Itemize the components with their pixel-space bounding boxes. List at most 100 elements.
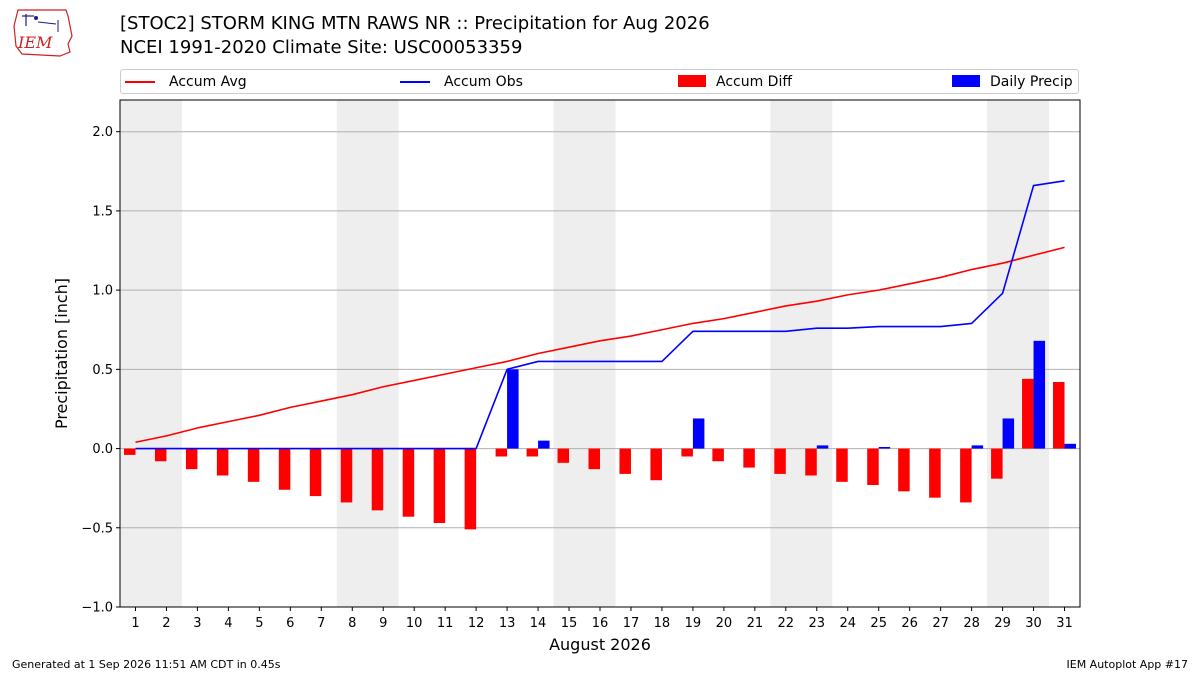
daily-precip-bar-19	[692, 418, 705, 449]
accum-diff-bar-22	[774, 448, 786, 474]
x-tick-label: 26	[901, 616, 918, 631]
weekend-band-2	[336, 100, 399, 607]
y-tick-label: 0.0	[92, 442, 113, 457]
accum-diff-bar-25	[867, 448, 879, 486]
y-tick-label: −1.0	[81, 601, 113, 616]
accum-diff-bar-18	[650, 448, 662, 481]
accum-diff-bar-2	[154, 448, 167, 462]
accum-diff-bar-5	[247, 448, 260, 482]
x-tick-label: 4	[224, 616, 232, 631]
legend-label-accum-diff: Accum Diff	[716, 74, 793, 90]
accum-diff-bar-6	[278, 448, 291, 490]
legend-label-accum-obs: Accum Obs	[444, 74, 523, 90]
weekend-band-3	[553, 100, 616, 607]
accum-diff-bar-26	[898, 448, 910, 492]
chart-title: [STOC2] STORM KING MTN RAWS NR :: Precip…	[120, 13, 710, 34]
x-tick-label: 16	[592, 616, 609, 631]
accum-diff-bar-8	[340, 448, 353, 503]
x-tick-label: 21	[747, 616, 764, 631]
accum-diff-bar-13	[495, 448, 508, 457]
x-tick-label: 2	[162, 616, 170, 631]
y-axis-label: Precipitation [inch]	[52, 278, 71, 429]
x-tick-label: 20	[716, 616, 733, 631]
axis-labels: −1.0−0.50.00.51.01.52.01 2 3 4 5 6 7 8 9 10 11 12 13…	[52, 125, 1073, 654]
daily-precip-bar-31	[1064, 443, 1077, 449]
accum-diff-bar-1	[123, 448, 136, 455]
y-tick-label: 1.5	[92, 204, 113, 219]
line-accum-avg	[135, 246, 1065, 444]
chart-subtitle: NCEI 1991-2020 Climate Site: USC00053359	[120, 37, 523, 58]
legend-swatch-accum-avg	[125, 81, 155, 83]
x-tick-label: 27	[932, 616, 949, 631]
accum-diff-bar-16	[588, 448, 600, 470]
daily-precip-bar-29	[1002, 418, 1015, 449]
daily-precip-bar-25	[878, 446, 891, 449]
iem-logo: IEM	[13, 9, 73, 57]
legend-label-daily-precip: Daily Precip	[990, 74, 1073, 90]
weekend-band-4	[770, 100, 833, 607]
daily-precip-bar-13	[507, 369, 519, 449]
legend-swatch-accum-obs	[400, 81, 430, 83]
accum-diff-bar-12	[464, 448, 477, 530]
accum-diff-bar-7	[309, 448, 322, 497]
accum-diff-bar-19	[681, 448, 693, 457]
x-tick-label: 19	[685, 616, 702, 631]
x-tick-label: 18	[654, 616, 671, 631]
x-tick-label: 9	[379, 616, 387, 631]
x-tick-label: 8	[348, 616, 356, 631]
line-accum-obs	[135, 180, 1065, 450]
x-tick-label: 5	[255, 616, 263, 631]
x-tick-label: 3	[193, 616, 201, 631]
accum-diff-bar-17	[619, 448, 631, 474]
x-tick-label: 25	[870, 616, 887, 631]
accum-diff-bar-14	[526, 448, 539, 457]
y-tick-label: 0.5	[92, 363, 113, 378]
generated-timestamp: Generated at 1 Sep 2026 11:51 AM CDT in …	[12, 658, 281, 671]
accum-diff-bar-24	[836, 448, 848, 482]
x-tick-label: 14	[530, 616, 547, 631]
daily-precip-bar-14	[538, 440, 550, 449]
x-tick-label: 11	[437, 616, 454, 631]
x-tick-label: 15	[561, 616, 578, 631]
legend: Accum Avg Accum Obs Accum Diff Daily Pre…	[120, 69, 1079, 94]
daily-precip-bar-23	[816, 445, 829, 449]
lines	[135, 180, 1065, 450]
bars	[123, 340, 1077, 530]
x-tick-label: 10	[406, 616, 423, 631]
weekend-band-1	[120, 100, 182, 607]
accum-diff-bar-29	[991, 448, 1003, 479]
legend-swatch-daily-precip	[952, 75, 980, 87]
logo-text: IEM	[17, 33, 53, 52]
accum-diff-bar-10	[402, 448, 415, 517]
x-tick-label: 17	[623, 616, 640, 631]
x-tick-label: 31	[1056, 616, 1073, 631]
legend-swatch-accum-diff	[678, 75, 706, 87]
y-tick-label: 1.0	[92, 284, 113, 299]
accum-diff-bar-4	[216, 448, 229, 476]
accum-diff-bar-31	[1053, 382, 1065, 449]
x-tick-label: 23	[809, 616, 826, 631]
accum-diff-bar-9	[371, 448, 384, 511]
x-tick-label: 13	[499, 616, 516, 631]
accum-diff-bar-28	[960, 448, 972, 503]
accum-diff-bar-30	[1022, 378, 1034, 449]
x-tick-label: 30	[1025, 616, 1042, 631]
x-axis-label: August 2026	[549, 635, 651, 654]
x-tick-label: 28	[963, 616, 980, 631]
x-tick-label: 29	[994, 616, 1011, 631]
x-tick-label: 6	[286, 616, 294, 631]
legend-label-accum-avg: Accum Avg	[169, 74, 247, 90]
x-tick-label: 7	[317, 616, 325, 631]
x-tick-label: 12	[468, 616, 485, 631]
accum-diff-bar-21	[743, 448, 755, 468]
app-credit: IEM Autoplot App #17	[1066, 658, 1189, 671]
weekend-shading	[120, 100, 1050, 607]
x-tick-label: 1	[131, 616, 139, 631]
x-tick-label: 24	[839, 616, 856, 631]
y-tick-label: 2.0	[92, 125, 113, 140]
accum-diff-bar-20	[712, 448, 724, 462]
accum-diff-bar-11	[433, 448, 446, 524]
accum-diff-bar-27	[929, 448, 941, 498]
accum-diff-bar-23	[805, 448, 817, 476]
